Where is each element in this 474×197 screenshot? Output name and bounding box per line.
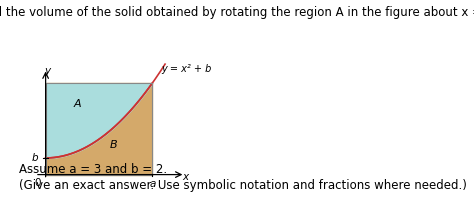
Text: (Give an exact answer. Use symbolic notation and fractions where needed.): (Give an exact answer. Use symbolic nota… [19, 179, 467, 192]
Text: 0: 0 [35, 178, 41, 188]
Text: Assume a = 3 and b = 2.: Assume a = 3 and b = 2. [19, 163, 167, 176]
Text: B: B [109, 140, 117, 151]
Text: y: y [45, 66, 50, 76]
Text: a: a [149, 179, 155, 189]
Text: y = x² + b: y = x² + b [161, 64, 211, 74]
Text: x: x [182, 173, 189, 182]
Text: A: A [74, 99, 82, 109]
Text: b: b [31, 153, 38, 163]
Text: Find the volume of the solid obtained by rotating the region A in the figure abo: Find the volume of the solid obtained by… [0, 6, 474, 19]
